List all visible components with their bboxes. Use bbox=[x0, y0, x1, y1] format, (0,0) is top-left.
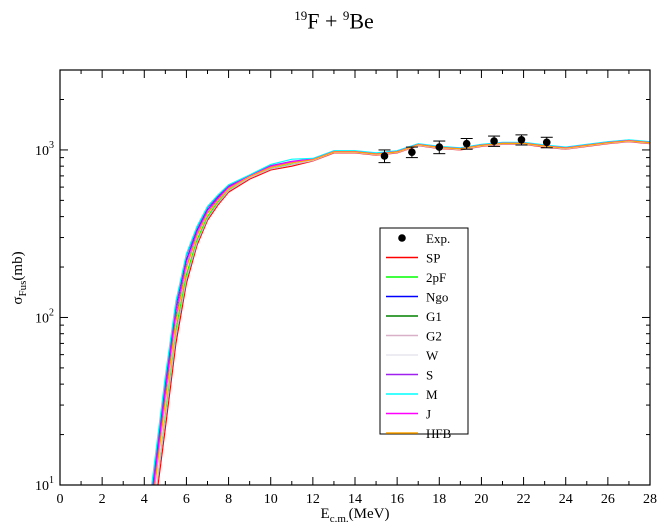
x-tick-label: 24 bbox=[559, 492, 573, 507]
x-tick-label: 14 bbox=[348, 492, 362, 507]
x-tick-label: 26 bbox=[601, 492, 615, 507]
legend-label-m: M bbox=[426, 387, 438, 402]
title-plus: + bbox=[319, 8, 343, 34]
y-tick-label: 101 bbox=[35, 475, 54, 494]
exp-point bbox=[435, 143, 444, 151]
series-line-m bbox=[151, 139, 650, 485]
x-tick-label: 6 bbox=[183, 492, 190, 507]
x-tick-label: 18 bbox=[432, 492, 446, 507]
y-axis-label: σFus(mb) bbox=[10, 251, 29, 304]
x-tick-label: 10 bbox=[264, 492, 278, 507]
exp-point bbox=[490, 137, 498, 145]
legend-label-ngo: Ngo bbox=[426, 290, 448, 305]
series-line-hfb bbox=[154, 140, 650, 485]
exp-point bbox=[542, 138, 551, 147]
legend-box bbox=[379, 227, 469, 435]
y-axis-ticks: 101 102 103 bbox=[35, 69, 650, 494]
legend-label-hfb: HFB bbox=[426, 426, 452, 441]
y-tick-label: 102 bbox=[35, 307, 54, 326]
plot-frame bbox=[59, 69, 651, 486]
x-axis-label-sub: c.m. bbox=[330, 513, 349, 525]
chart-title: 19F + 9Be bbox=[0, 8, 668, 34]
x-axis-ticks: 0 2 4 6 8 10 12 14 16 18 20 22 24 26 28 bbox=[57, 70, 657, 507]
legend-label-j: J bbox=[426, 407, 431, 422]
legend-label-exp: Exp. bbox=[426, 231, 450, 246]
x-tick-label: 16 bbox=[390, 492, 404, 507]
title-mass-a: 19 bbox=[294, 8, 308, 23]
y-tick-label: 103 bbox=[35, 140, 54, 159]
legend-marker-exp bbox=[398, 234, 406, 242]
x-tick-label: 0 bbox=[57, 492, 64, 507]
title-mass-b: 9 bbox=[342, 8, 350, 23]
x-tick-label: 22 bbox=[517, 492, 531, 507]
x-axis-label: Ec.m.(MeV) bbox=[321, 506, 390, 525]
y-axis-label-main: σ bbox=[10, 296, 26, 304]
x-tick-label: 8 bbox=[225, 492, 232, 507]
x-tick-label: 4 bbox=[141, 492, 148, 507]
x-tick-label: 28 bbox=[643, 492, 657, 507]
x-axis-label-unit: (MeV) bbox=[349, 506, 390, 522]
x-tick-label: 12 bbox=[306, 492, 320, 507]
exp-point bbox=[517, 135, 526, 144]
exp-point bbox=[462, 139, 471, 148]
x-axis-label-main: E bbox=[321, 506, 330, 522]
legend-label-g1: G1 bbox=[426, 309, 442, 324]
legend-label-s: S bbox=[426, 368, 433, 383]
y-axis-label-unit: (mb) bbox=[10, 251, 26, 280]
legend-label-g2: G2 bbox=[426, 329, 442, 344]
experimental-points bbox=[378, 134, 553, 164]
legend-label-2pf: 2pF bbox=[426, 270, 446, 285]
title-symbol-b: Be bbox=[349, 8, 374, 34]
x-tick-label: 2 bbox=[99, 492, 106, 507]
title-symbol-a: F bbox=[307, 8, 320, 34]
x-tick-label: 20 bbox=[474, 492, 488, 507]
exp-point bbox=[380, 152, 389, 160]
legend-label-sp: SP bbox=[426, 251, 440, 266]
exp-point bbox=[408, 148, 416, 156]
legend-label-w: W bbox=[426, 348, 439, 363]
y-axis-label-sub: Fus bbox=[17, 281, 29, 297]
model-curves bbox=[151, 139, 650, 485]
